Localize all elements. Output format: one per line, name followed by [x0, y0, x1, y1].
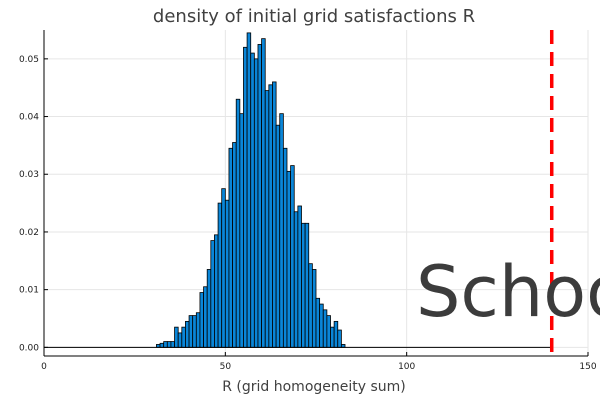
histogram-bar [217, 202, 223, 348]
y-tick-label: 0.02 [19, 228, 39, 238]
histogram-bar [235, 98, 241, 348]
histogram-bar [203, 286, 208, 348]
histogram-bar [253, 58, 259, 348]
histogram-bar [239, 113, 244, 348]
histogram-bar [293, 211, 299, 348]
histogram-bar [188, 315, 194, 348]
histogram-bar [243, 46, 248, 348]
x-tick-label: 150 [579, 362, 596, 372]
histogram-bar [330, 326, 335, 348]
school-annotation: School [416, 251, 600, 333]
histogram-bar [199, 292, 204, 348]
histogram-bar [311, 269, 317, 348]
histogram-bar [250, 52, 255, 348]
histogram-bar [174, 326, 179, 348]
histogram-bar [210, 240, 215, 348]
histogram-bar [221, 188, 226, 348]
y-tick-label: 0.01 [19, 286, 39, 296]
axis-ticks: 0 50 100 150 0.00 0.01 0.02 0.03 0.04 0.05 [19, 55, 597, 372]
y-tick-label: 0.00 [19, 343, 39, 353]
plot-frame [43, 30, 588, 357]
chart-title: density of initial grid satisfactions R [153, 6, 475, 27]
histogram-bar [163, 341, 168, 348]
histogram-bar [228, 147, 233, 348]
histogram-bar [315, 297, 321, 348]
histogram-bar [290, 165, 295, 348]
histogram-bar [195, 312, 201, 348]
histogram-bar [272, 81, 277, 348]
x-tick-label: 50 [220, 362, 232, 372]
histogram-bar [170, 341, 175, 348]
histogram-bar [326, 315, 331, 348]
histogram-bar [206, 269, 212, 348]
y-tick-label: 0.03 [19, 170, 39, 180]
histogram-bar [214, 234, 219, 348]
histogram-bars [156, 32, 346, 348]
histogram-bar [282, 147, 288, 348]
histogram-bar [304, 222, 310, 348]
histogram-bar [177, 332, 183, 348]
histogram-bar [185, 320, 190, 348]
histogram-bar [333, 320, 339, 348]
histogram-bar [268, 84, 273, 348]
histogram-bar [279, 113, 284, 348]
histogram-bar [264, 90, 270, 348]
histogram-bar [257, 44, 262, 348]
histogram-bar [275, 124, 281, 348]
y-tick-label: 0.04 [19, 113, 39, 123]
x-tick-label: 0 [41, 362, 47, 372]
histogram-bar [337, 329, 342, 348]
histogram-bar [261, 38, 266, 348]
histogram-bar [246, 32, 252, 348]
y-tick-label: 0.05 [19, 55, 39, 65]
histogram-bar [159, 342, 165, 348]
x-axis-label: R (grid homogeneity sum) [222, 379, 406, 395]
histogram-bar [297, 205, 302, 348]
histogram-bar [224, 199, 230, 348]
histogram-bar [286, 170, 292, 348]
histogram-bar [232, 142, 237, 348]
x-tick-label: 100 [398, 362, 415, 372]
histogram-bar [322, 309, 328, 348]
histogram-bar [308, 263, 313, 348]
histogram-bar [319, 303, 324, 348]
histogram-bar [192, 315, 197, 348]
histogram-bar [181, 326, 186, 348]
histogram-bar [166, 341, 172, 348]
histogram-bar [301, 222, 306, 348]
